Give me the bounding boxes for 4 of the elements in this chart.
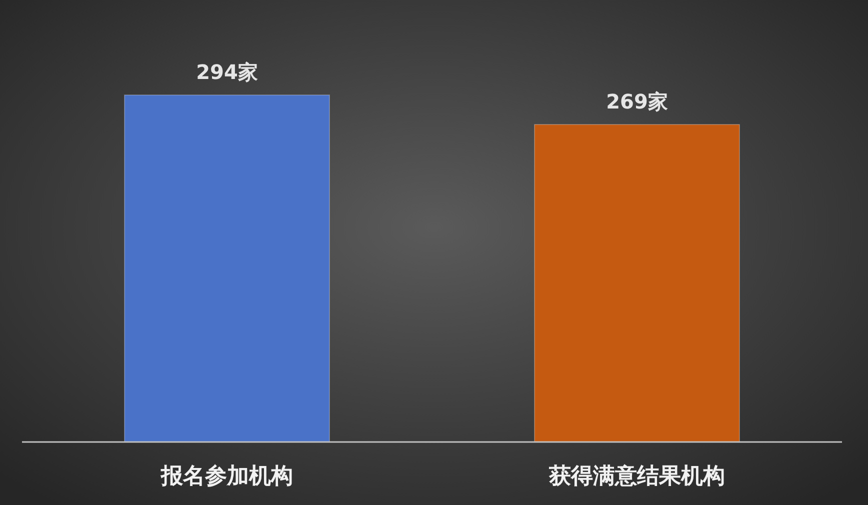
data-label: 294家 xyxy=(196,60,258,84)
x-tick-label: 获得满意结果机构 xyxy=(548,464,725,489)
data-label: 269家 xyxy=(606,90,668,114)
x-tick-label: 报名参加机构 xyxy=(160,464,293,489)
